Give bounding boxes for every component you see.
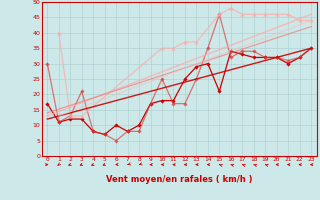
X-axis label: Vent moyen/en rafales ( km/h ): Vent moyen/en rafales ( km/h ) bbox=[106, 175, 252, 184]
